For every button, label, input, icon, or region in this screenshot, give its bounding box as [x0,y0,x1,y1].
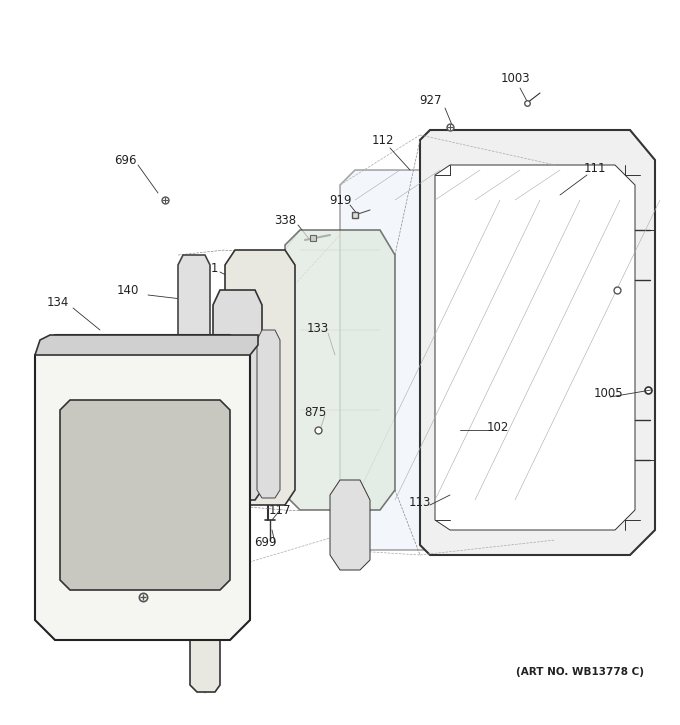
Text: 696: 696 [114,154,136,167]
Polygon shape [190,545,220,692]
Text: 122: 122 [189,354,211,367]
Text: 133: 133 [307,321,329,334]
Polygon shape [213,290,262,500]
Polygon shape [35,335,258,355]
Text: 699: 699 [233,309,255,321]
Polygon shape [257,330,280,498]
Polygon shape [178,255,210,470]
Text: 875: 875 [304,405,326,418]
Text: 134: 134 [47,296,69,309]
Text: 101: 101 [197,262,219,275]
Text: 121: 121 [51,523,73,536]
Text: 111: 111 [583,162,607,175]
Text: 1003: 1003 [500,72,530,85]
Text: 102: 102 [487,420,509,434]
Polygon shape [285,230,395,510]
Text: 117: 117 [269,503,291,516]
Text: 875: 875 [71,594,93,607]
Text: 699: 699 [254,536,276,550]
Text: 919: 919 [328,194,352,207]
Text: 281: 281 [344,523,367,536]
Text: 1005: 1005 [593,386,623,399]
Polygon shape [435,165,635,530]
Polygon shape [225,250,295,505]
Text: (ART NO. WB13778 C): (ART NO. WB13778 C) [516,667,644,677]
Polygon shape [420,130,655,555]
Text: 140: 140 [197,674,219,687]
Polygon shape [340,170,560,550]
Text: 113: 113 [409,497,431,510]
Text: 140: 140 [117,283,139,297]
Polygon shape [330,480,370,570]
Text: 338: 338 [274,213,296,226]
Polygon shape [60,400,230,590]
Polygon shape [35,335,250,640]
Text: 136: 136 [44,399,66,412]
Text: 927: 927 [419,94,441,107]
Text: 112: 112 [372,133,394,146]
